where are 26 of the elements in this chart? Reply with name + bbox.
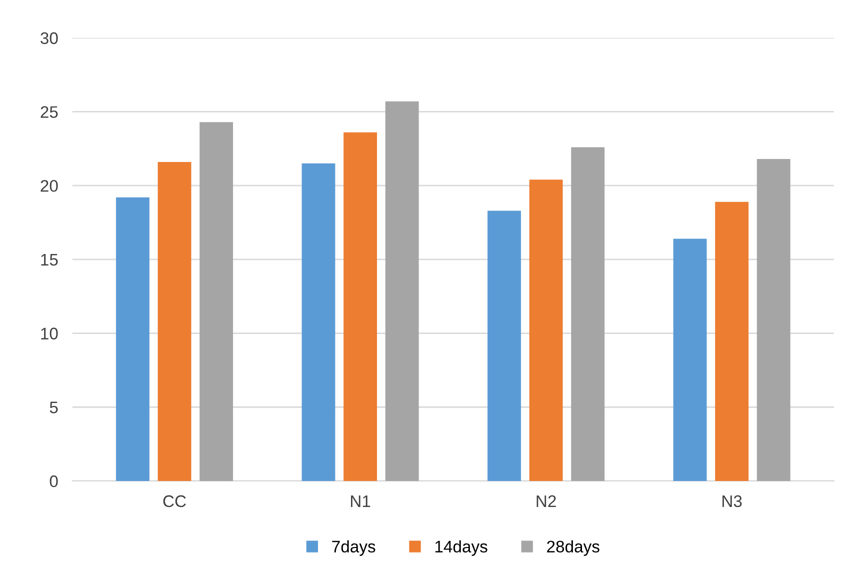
bar <box>200 122 234 481</box>
y-tick-label: 30 <box>40 32 58 44</box>
bar <box>385 101 419 481</box>
y-tick-label: 20 <box>40 180 58 192</box>
x-tick-label: N3 <box>722 495 742 508</box>
bar <box>756 159 790 481</box>
bar <box>158 162 192 481</box>
bar <box>529 180 563 481</box>
legend-label: 14days <box>435 540 488 556</box>
bar <box>673 238 707 481</box>
x-tick-label: N1 <box>350 495 370 507</box>
bar <box>715 202 749 481</box>
bar <box>302 163 336 481</box>
legend-label: 7days <box>332 540 376 556</box>
y-tick-label: 5 <box>50 402 58 414</box>
legend-label: 28days <box>547 540 600 556</box>
bar <box>344 132 377 481</box>
y-tick-label: 25 <box>40 106 58 118</box>
bar <box>571 147 605 481</box>
x-tick-label: N2 <box>536 495 556 507</box>
x-tick-label: CC <box>163 495 186 508</box>
y-tick-label: 0 <box>50 475 58 488</box>
y-tick-label: 10 <box>41 328 58 340</box>
bar <box>116 197 150 481</box>
y-tick-label: 15 <box>41 254 58 266</box>
bar <box>488 210 521 481</box>
